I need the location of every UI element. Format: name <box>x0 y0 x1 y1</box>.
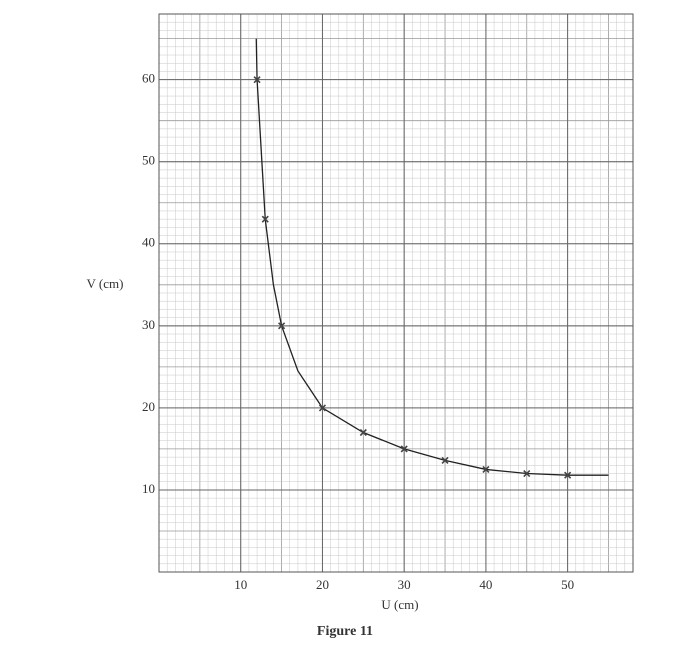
x-tick-label: 50 <box>561 577 574 592</box>
point-stroke <box>482 465 490 473</box>
point-stroke <box>564 471 572 479</box>
point <box>482 465 490 473</box>
y-tick-label: 40 <box>142 235 155 250</box>
x-tick-label: 40 <box>479 577 492 592</box>
point <box>564 471 572 479</box>
point-stroke <box>359 428 367 437</box>
point <box>359 428 367 437</box>
x-tick-label: 20 <box>316 577 329 592</box>
point-stroke <box>261 215 269 223</box>
y-tick-label: 20 <box>142 399 155 414</box>
point-stroke <box>523 469 531 478</box>
x-axis-label: U (cm) <box>381 597 418 612</box>
plot-frame <box>158 13 634 573</box>
point <box>253 76 261 84</box>
point-stroke <box>318 404 327 412</box>
caption: Figure 11 <box>317 624 373 639</box>
y-tick-label: 30 <box>142 317 155 332</box>
point-stroke <box>400 445 408 453</box>
y-axis-label: V (cm) <box>87 276 124 291</box>
point <box>318 404 327 412</box>
point <box>400 445 408 453</box>
y-tick-label: 10 <box>142 481 155 496</box>
point <box>441 456 449 464</box>
point <box>261 215 269 223</box>
point-stroke <box>278 322 286 330</box>
point-stroke <box>253 76 261 84</box>
y-tick-label: 50 <box>142 153 155 168</box>
point <box>278 322 286 330</box>
point-stroke <box>441 456 449 464</box>
y-tick-label: 60 <box>142 71 155 86</box>
x-tick-label: 10 <box>234 577 247 592</box>
point <box>523 469 531 478</box>
grid <box>158 13 634 573</box>
x-tick-label: 30 <box>398 577 411 592</box>
curve <box>255 38 609 476</box>
